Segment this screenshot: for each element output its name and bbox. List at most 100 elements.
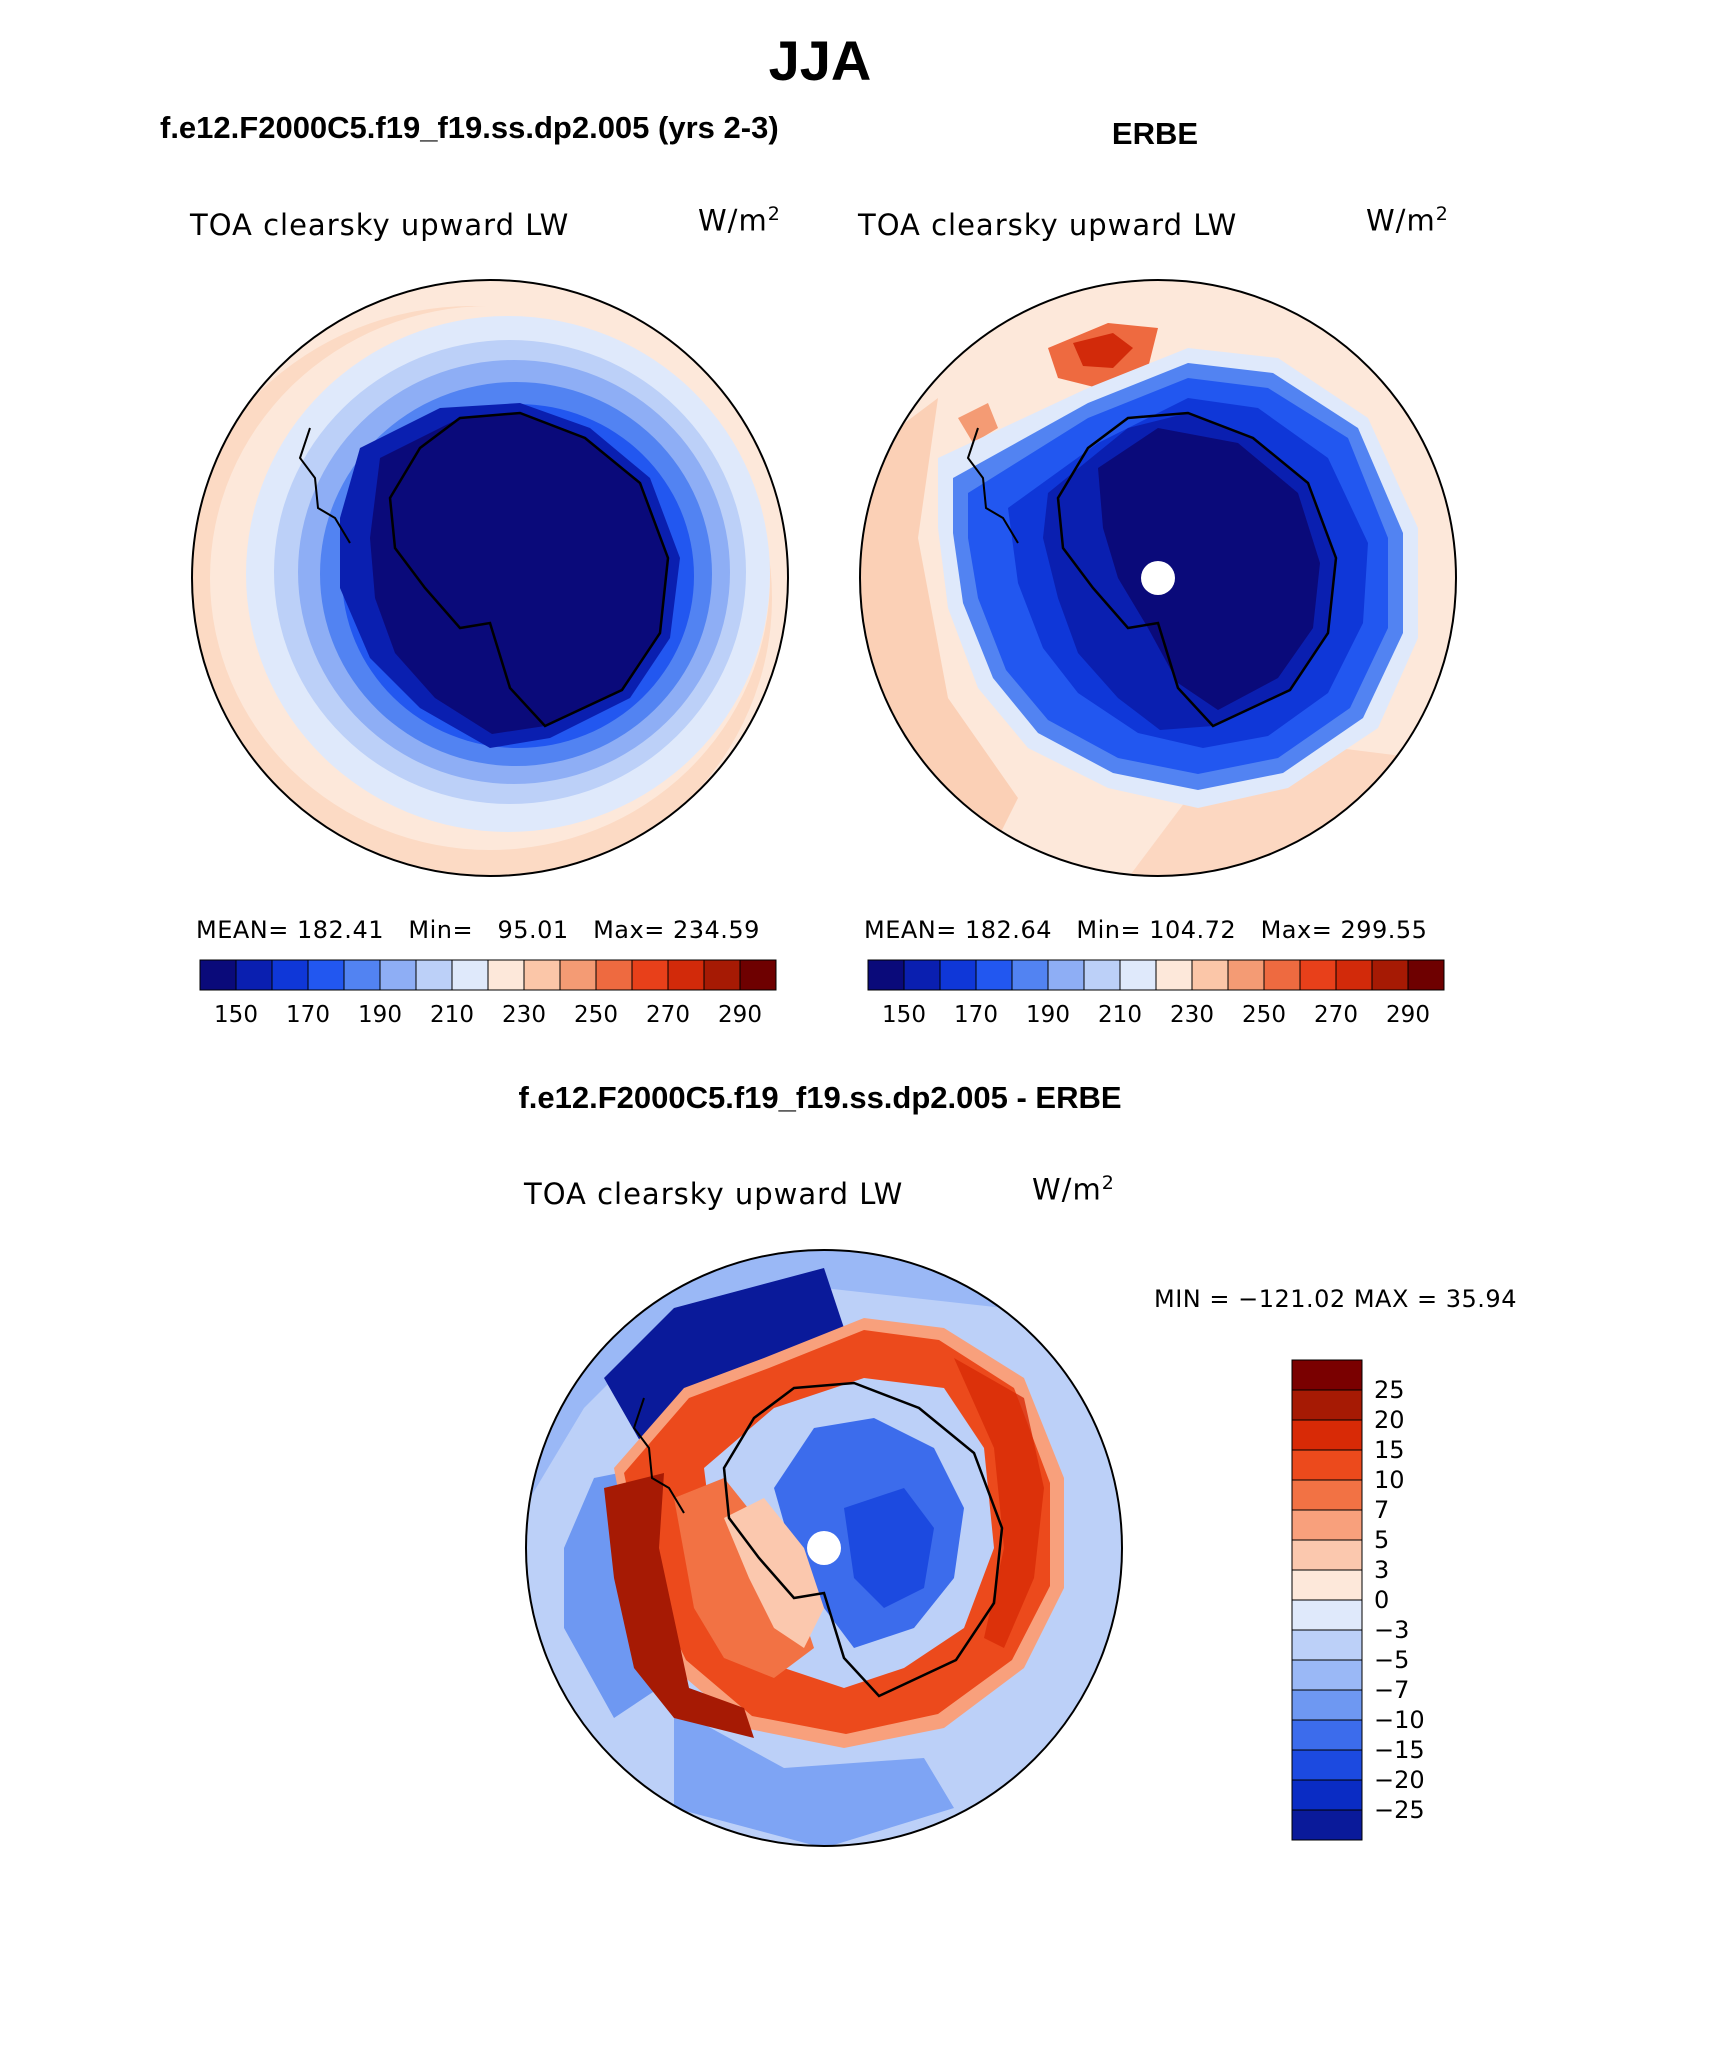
model-colorbar-tick-label: 270 <box>646 1002 690 1028</box>
diff-minmax: MIN = −121.02 MAX = 35.94 <box>1154 1285 1517 1313</box>
obs-colorbar-box <box>1119 959 1157 991</box>
obs-max-label: Max= <box>1260 916 1333 944</box>
model-polar-map <box>191 279 789 877</box>
obs-colorbar-tick-label: 290 <box>1386 1002 1430 1028</box>
model-colorbar-box <box>595 959 633 991</box>
diff-colorbar-box <box>1291 1809 1363 1841</box>
diff-colorbar-tick-label: −15 <box>1374 1736 1425 1764</box>
diff-colorbar-tick-label: 25 <box>1374 1376 1405 1404</box>
model-colorbar-box <box>271 959 309 991</box>
diff-colorbar-box <box>1291 1659 1363 1691</box>
model-colorbar-tick-label: 290 <box>718 1002 762 1028</box>
diff-colorbar-tick-label: −25 <box>1374 1796 1425 1824</box>
diff-colorbar-tick-label: −7 <box>1374 1676 1409 1704</box>
diff-units: W/m2 <box>1032 1172 1115 1207</box>
diff-colorbar-box <box>1291 1389 1363 1421</box>
obs-units: W/m2 <box>1366 203 1449 238</box>
obs-colorbar-tick-label: 250 <box>1242 1002 1286 1028</box>
model-colorbar-box <box>523 959 561 991</box>
obs-colorbar-box <box>1011 959 1049 991</box>
model-units: W/m2 <box>698 203 781 238</box>
obs-colorbar-box <box>1407 959 1445 991</box>
diff-colorbar-tick-label: 0 <box>1374 1586 1389 1614</box>
diff-colorbar-tick-label: −3 <box>1374 1616 1409 1644</box>
obs-max-value: 299.55 <box>1340 916 1428 944</box>
diff-colorbar-box <box>1291 1509 1363 1541</box>
model-colorbar-box <box>703 959 741 991</box>
diff-colorbar-box <box>1291 1419 1363 1451</box>
obs-min-value: 104.72 <box>1149 916 1237 944</box>
diff-colorbar-box <box>1291 1359 1363 1391</box>
diff-colorbar-box <box>1291 1779 1363 1811</box>
diff-colorbar-tick-label: −10 <box>1374 1706 1425 1734</box>
model-min-value: 95.01 <box>497 916 569 944</box>
diff-colorbar-box <box>1291 1449 1363 1481</box>
model-mean-label: MEAN= <box>196 916 289 944</box>
model-mean-value: 182.41 <box>297 916 384 944</box>
model-colorbar-tick-label: 230 <box>502 1002 546 1028</box>
diff-colorbar-box <box>1291 1599 1363 1631</box>
obs-colorbar-box <box>1299 959 1337 991</box>
model-case-title: f.e12.F2000C5.f19_f19.ss.dp2.005 (yrs 2-… <box>160 110 779 145</box>
model-colorbar: 150 170 190 210 230 250 270 290 <box>199 959 777 1028</box>
obs-colorbar-box <box>1155 959 1193 991</box>
model-colorbar-box <box>199 959 237 991</box>
diff-colorbar-box <box>1291 1539 1363 1571</box>
obs-mean-label: MEAN= <box>864 916 957 944</box>
model-max-label: Max= <box>593 916 665 944</box>
model-colorbar-tick-label: 250 <box>574 1002 618 1028</box>
model-colorbar-box <box>235 959 273 991</box>
model-colorbar-box <box>451 959 489 991</box>
model-colorbar-box <box>487 959 525 991</box>
diff-colorbar-tick-label: 7 <box>1374 1496 1389 1524</box>
diff-colorbar-box <box>1291 1629 1363 1661</box>
obs-colorbar-tick-label: 210 <box>1098 1002 1142 1028</box>
diff-colorbar-tick-label: 15 <box>1374 1436 1405 1464</box>
diff-colorbar-box <box>1291 1689 1363 1721</box>
model-colorbar-tick-label: 190 <box>358 1002 402 1028</box>
model-colorbar-box <box>415 959 453 991</box>
obs-colorbar-box <box>939 959 977 991</box>
diff-colorbar-box <box>1291 1569 1363 1601</box>
obs-colorbar: 150 170 190 210 230 250 270 290 <box>867 959 1445 1028</box>
diff-colorbar-box <box>1291 1749 1363 1781</box>
obs-colorbar-tick-label: 170 <box>954 1002 998 1028</box>
model-colorbar-tick-label: 210 <box>430 1002 474 1028</box>
obs-case-title: ERBE <box>1111 116 1199 151</box>
diff-colorbar-box <box>1291 1479 1363 1511</box>
obs-min-label: Min= <box>1076 916 1142 944</box>
diff-title: f.e12.F2000C5.f19_f19.ss.dp2.005 - ERBE <box>518 1080 1122 1115</box>
obs-mean-value: 182.64 <box>965 916 1052 944</box>
obs-colorbar-box <box>867 959 905 991</box>
obs-colorbar-box <box>1263 959 1301 991</box>
obs-colorbar-box <box>1227 959 1265 991</box>
model-colorbar-box <box>631 959 669 991</box>
diff-colorbar-tick-label: 5 <box>1374 1526 1389 1554</box>
diff-colorbar-tick-label: 10 <box>1374 1466 1405 1494</box>
model-colorbar-box <box>307 959 345 991</box>
model-min-label: Min= <box>408 916 474 944</box>
obs-colorbar-box <box>975 959 1013 991</box>
obs-colorbar-box <box>1335 959 1373 991</box>
diff-colorbar-tick-label: 3 <box>1374 1556 1389 1584</box>
model-colorbar-tick-label: 150 <box>214 1002 258 1028</box>
obs-colorbar-box <box>903 959 941 991</box>
obs-stats: MEAN= 182.64 Min= 104.72 Max= 299.55 <box>864 916 1427 944</box>
obs-colorbar-tick-label: 190 <box>1026 1002 1070 1028</box>
obs-colorbar-box <box>1047 959 1085 991</box>
diff-colorbar-tick-label: −20 <box>1374 1766 1425 1794</box>
obs-colorbar-box <box>1371 959 1409 991</box>
obs-colorbar-tick-label: 230 <box>1170 1002 1214 1028</box>
model-colorbar-box <box>343 959 381 991</box>
model-colorbar-box <box>559 959 597 991</box>
model-max-value: 234.59 <box>672 916 760 944</box>
model-stats: MEAN= 182.41 Min= 95.01 Max= 234.59 <box>196 916 760 944</box>
diff-colorbar-box <box>1291 1719 1363 1751</box>
diff-colorbar-tick-label: 20 <box>1374 1406 1405 1434</box>
diff-polar-map <box>525 1249 1123 1847</box>
diff-variable-label: TOA clearsky upward LW <box>524 1177 904 1211</box>
obs-colorbar-tick-label: 150 <box>882 1002 926 1028</box>
model-colorbar-tick-label: 170 <box>286 1002 330 1028</box>
model-variable-label: TOA clearsky upward LW <box>190 208 570 242</box>
